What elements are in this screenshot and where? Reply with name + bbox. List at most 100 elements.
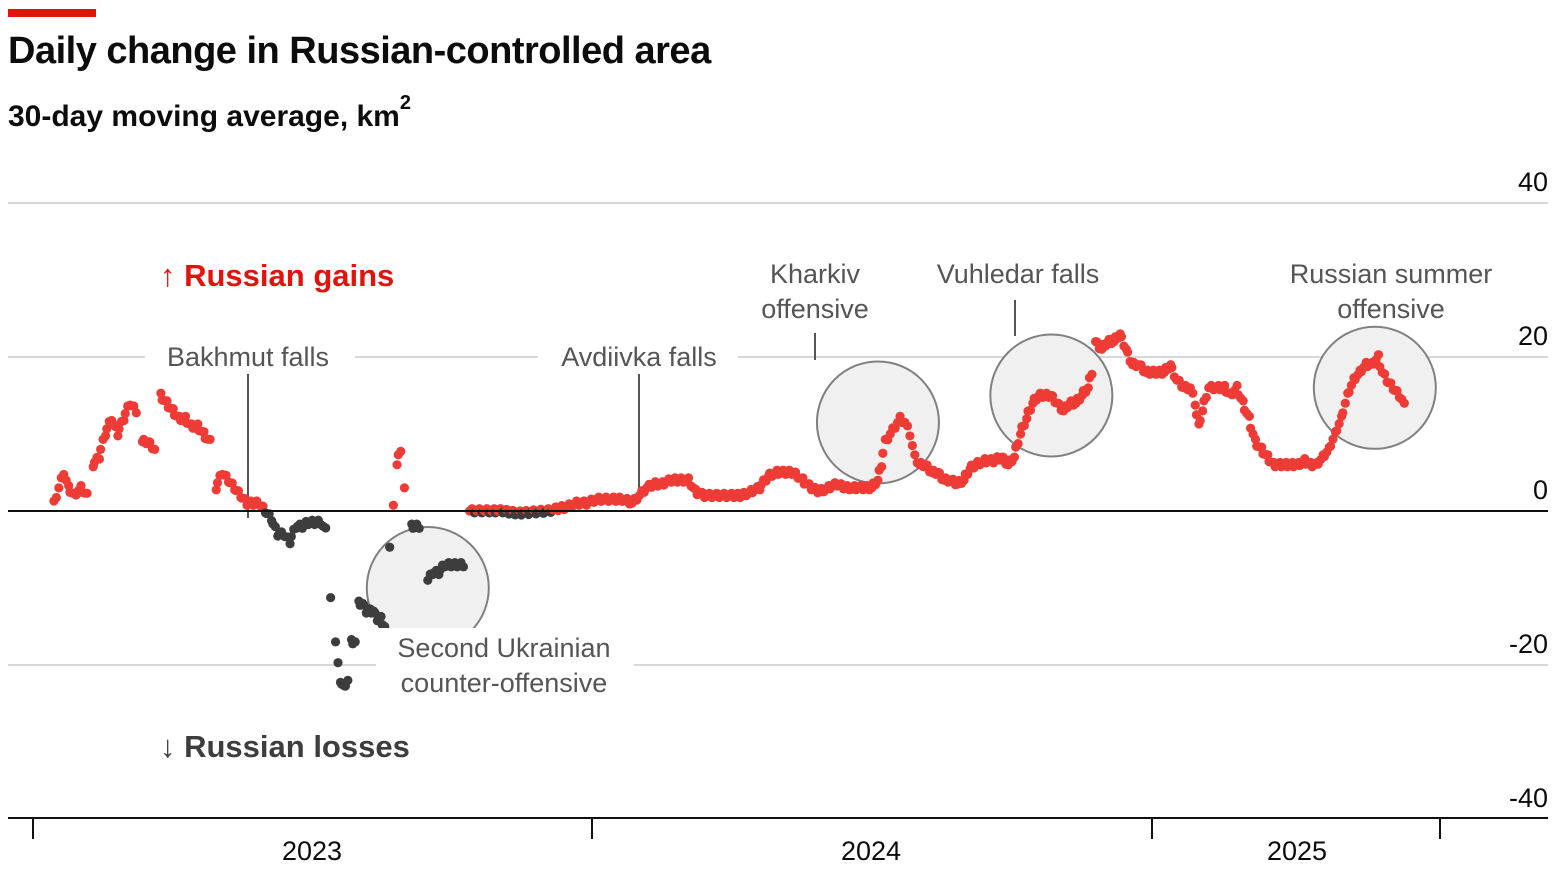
data-point [905,431,915,441]
data-point [211,485,221,495]
chart-title: Daily change in Russian-controlled area [8,30,711,72]
annotation-label-5: Vuhledar falls [937,259,1100,289]
data-point [1022,414,1032,424]
data-point [1380,369,1390,379]
data-point [333,658,343,668]
data-point [150,444,160,454]
y-tick-label-40: 40 [1518,167,1548,197]
russian-losses-label: ↓ Russian losses [160,729,410,764]
annotation-label-1: Bakhmut falls [167,342,329,372]
y-tick-label--20: -20 [1509,629,1548,659]
subtitle-text: 30-day moving average, km [8,100,400,133]
data-point [113,431,123,441]
data-point [100,431,111,441]
data-point [1328,434,1338,444]
data-point [414,523,424,533]
data-points [49,329,1409,691]
data-point [321,523,331,533]
data-point [51,492,61,503]
labels: 40 20 0 -20 -40 2023 2024 2025 ↑ Russian gains ↓ … [145,167,1548,866]
data-point [1257,442,1267,452]
y-tick-label-0: 0 [1533,475,1548,505]
x-tick-label-2024: 2024 [841,836,901,866]
data-point [285,539,295,549]
data-point [1198,406,1208,416]
data-point [1232,380,1242,391]
data-point [168,403,178,414]
data-point [1238,396,1248,406]
data-point [1013,439,1023,449]
annotation-background-3 [538,338,738,374]
data-point [376,611,386,622]
data-point [1083,383,1093,393]
data-point [1263,450,1273,460]
data-point [1332,426,1342,436]
data-point [907,440,917,451]
data-point [396,446,406,456]
data-point [343,675,353,686]
data-point [326,593,336,603]
russian-gains-label: ↑ Russian gains [160,258,394,293]
data-point [120,408,130,419]
data-point [1123,347,1133,357]
data-point [1016,429,1026,439]
data-point [350,637,360,647]
data-point [1195,415,1205,426]
data-point [1025,405,1036,415]
data-point [873,475,883,485]
data-point [878,448,888,458]
annotation-circles [365,325,1437,650]
y-tick-label-20: 20 [1518,321,1548,351]
data-point [1340,398,1350,408]
axes [8,510,1548,839]
data-point [199,427,209,437]
data-point [119,415,129,426]
data-point [286,532,296,542]
data-point [1087,369,1097,379]
data-point [102,424,112,434]
data-point [1344,387,1354,397]
data-point [212,478,223,488]
data-point [1250,434,1261,444]
data-point [1338,408,1348,418]
data-point [392,460,402,470]
annotation-label-2: Second Ukrainian [397,633,610,663]
data-point [902,421,913,431]
data-point [96,444,106,454]
data-point [385,542,395,552]
data-point [330,637,341,647]
x-tick-label-2025: 2025 [1267,836,1327,866]
data-point [156,388,166,398]
data-point [1325,441,1336,451]
annotation-label-4: Kharkiv [770,259,861,289]
data-point [162,396,172,406]
data-point [1009,452,1020,462]
accent-bar [8,9,96,17]
data-point [1220,380,1230,391]
data-point [1373,350,1384,360]
data-point [54,483,64,493]
annotation-label-6: Russian summer [1290,259,1493,289]
data-point [1190,400,1200,410]
annotation-label-3: Avdiivka falls [561,342,717,372]
data-point [180,411,191,421]
data-point [193,419,203,429]
data-point [388,500,398,510]
data-point [1188,388,1198,398]
data-point [1116,332,1127,342]
data-point [877,462,887,472]
data-point [114,424,124,434]
data-point [94,454,105,464]
annotation-leaders [247,300,1016,518]
data-point [1201,392,1211,403]
data-point [683,473,694,483]
data-point [1334,419,1344,429]
annotation-background-2 [376,628,634,700]
subtitle-superscript: 2 [399,92,411,114]
annotation-label-6: offensive [1337,294,1445,324]
data-point [1019,421,1029,431]
x-tick-label-2023: 2023 [282,836,342,866]
data-point [1167,362,1177,373]
data-point [1244,411,1254,421]
